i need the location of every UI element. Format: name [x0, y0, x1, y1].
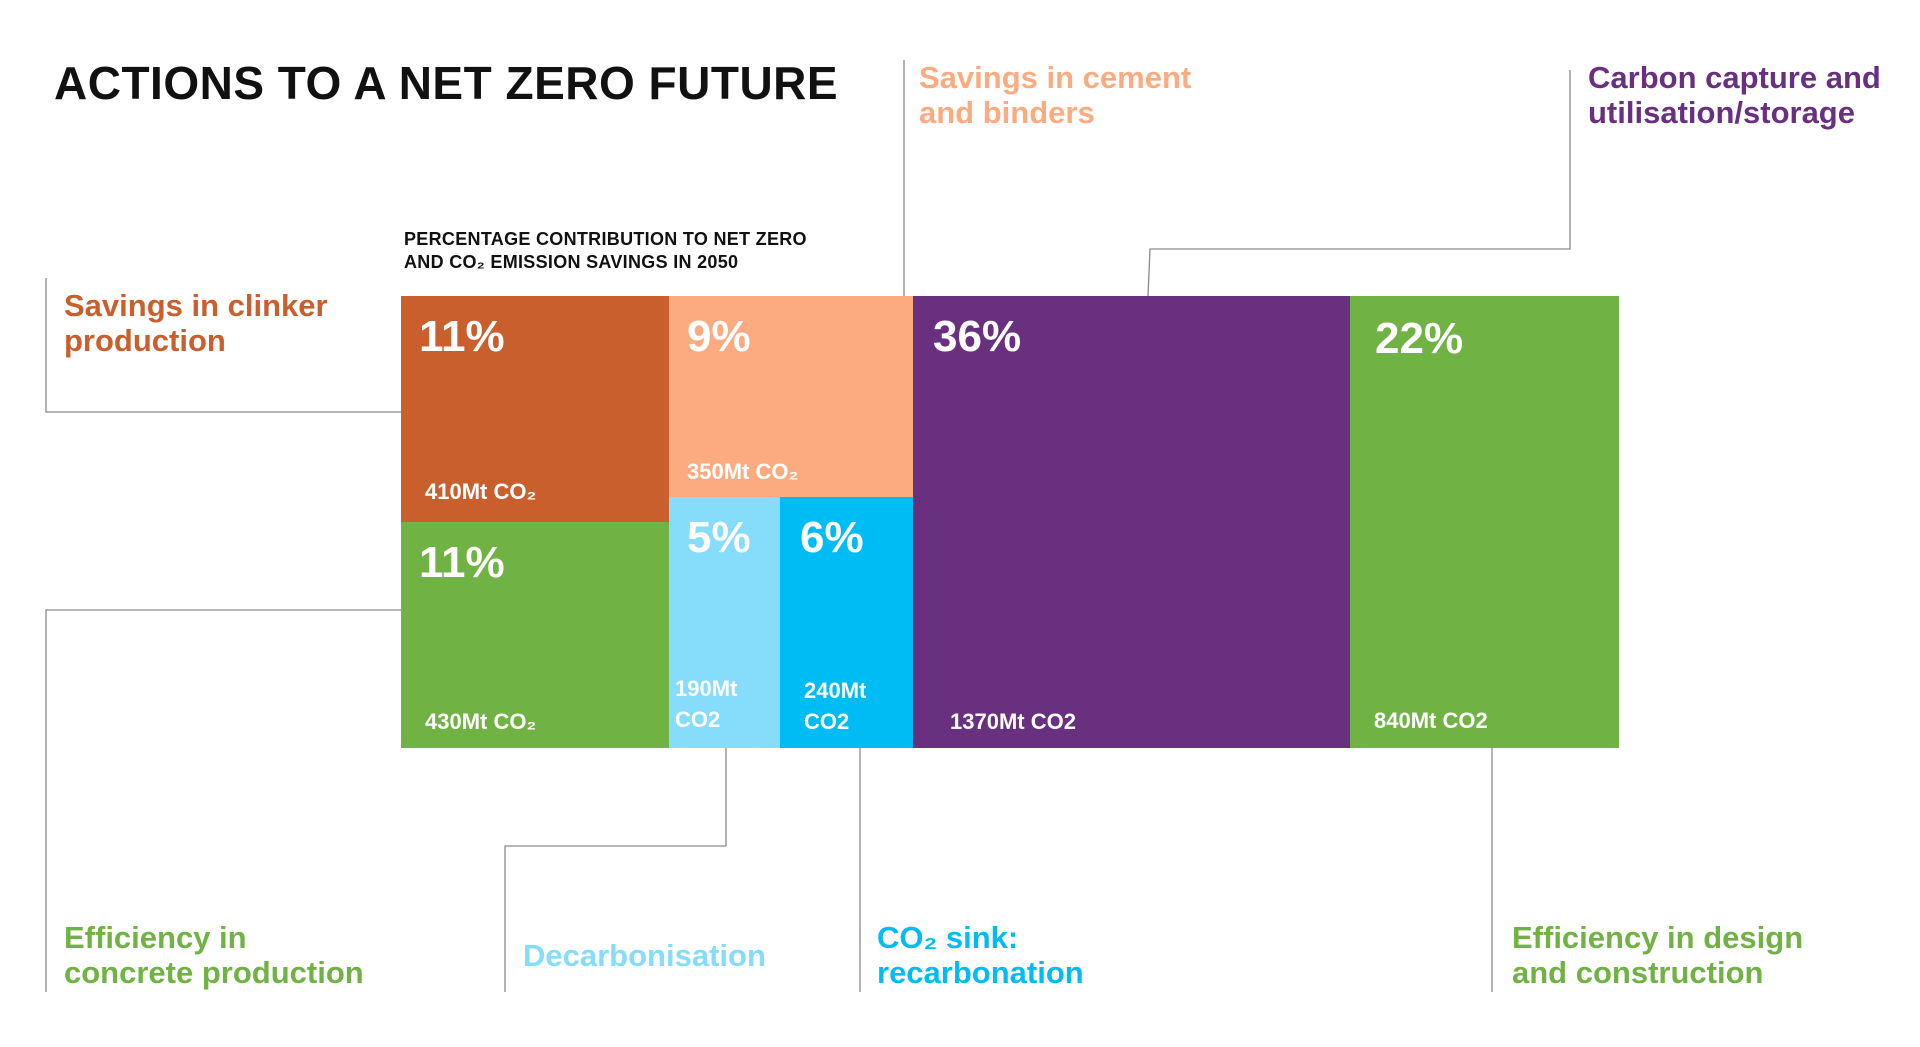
label-recarbonation: CO₂ sink: recarbonation — [877, 920, 1084, 990]
label-cement: Savings in cement and binders — [919, 60, 1192, 130]
savings-label: 430Mt CO₂ — [425, 709, 537, 734]
leader-line-clinker — [45, 278, 403, 413]
segment-ccus: 36% 1370Mt CO2 — [913, 296, 1350, 748]
savings-label: 1370Mt CO2 — [950, 709, 1076, 734]
savings-label: 410Mt CO₂ — [425, 479, 537, 504]
segment-decarbonisation: 5% 190Mt CO2 — [669, 497, 780, 748]
segment-design: 22% 840Mt CO2 — [1350, 296, 1619, 748]
percent-label: 22% — [1375, 314, 1464, 363]
label-design: Efficiency in design and construction — [1512, 920, 1804, 990]
segment-cement: 9% 350Mt CO₂ — [669, 296, 913, 497]
leader-line-ccus — [1147, 70, 1571, 297]
leader-line-decarbonisation — [504, 748, 727, 992]
label-concrete: Efficiency in concrete production — [64, 920, 364, 990]
label-ccus: Carbon capture and utilisation/storage — [1588, 60, 1881, 130]
percent-label: 36% — [933, 312, 1022, 361]
percent-label: 6% — [800, 513, 864, 562]
segment-concrete: 11% 430Mt CO₂ — [401, 522, 669, 748]
savings-label: 350Mt CO₂ — [687, 459, 799, 484]
leader-line-concrete — [45, 609, 403, 992]
percent-label: 5% — [687, 513, 751, 562]
segment-clinker: 11% 410Mt CO₂ — [401, 296, 669, 522]
label-decarbonisation: Decarbonisation — [523, 938, 766, 973]
chart-subtitle: PERCENTAGE CONTRIBUTION TO NET ZERO AND … — [404, 229, 807, 272]
chart-title: ACTIONS TO A NET ZERO FUTURE — [54, 57, 839, 109]
percent-label: 9% — [687, 312, 751, 361]
label-clinker: Savings in clinker production — [64, 288, 328, 358]
savings-label: 840Mt CO2 — [1374, 708, 1488, 733]
savings-label: 190Mt CO2 — [675, 676, 738, 732]
percent-label: 11% — [419, 538, 505, 587]
percent-label: 11% — [419, 312, 505, 361]
segment-recarbonation: 6% 240Mt CO2 — [780, 497, 913, 748]
savings-label: 240Mt CO2 — [804, 678, 867, 734]
